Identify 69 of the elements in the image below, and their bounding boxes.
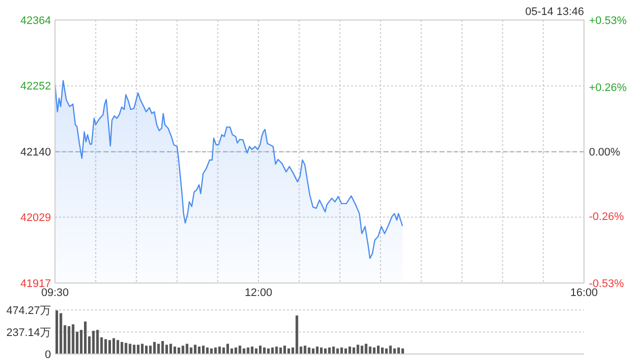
y2-tick-label: -0.53% (589, 278, 624, 290)
bar (304, 346, 306, 354)
bar (60, 313, 62, 354)
y-tick-label: 0 (44, 348, 51, 360)
bar (68, 326, 70, 354)
bar (104, 339, 107, 354)
bar (296, 316, 298, 354)
bar (128, 344, 132, 354)
bar (360, 346, 364, 354)
bar (368, 346, 372, 354)
bar (376, 346, 380, 354)
y2-tick-label: +0.53% (589, 14, 627, 27)
bar (56, 310, 58, 354)
bar (165, 344, 168, 354)
bar (153, 342, 156, 354)
bar (202, 346, 205, 354)
bar (84, 322, 87, 354)
bar (169, 344, 172, 354)
bar (226, 344, 230, 354)
bar (72, 324, 74, 354)
bar (132, 344, 136, 354)
bar (161, 341, 164, 354)
y-tick-label: 41917 (20, 278, 51, 290)
bar (136, 344, 140, 354)
bar (174, 346, 176, 354)
y-tick-label: 474.27万 (6, 304, 51, 317)
bar (194, 344, 196, 354)
bar (214, 348, 217, 354)
bar (316, 346, 319, 354)
bar (92, 330, 95, 354)
bar (124, 342, 128, 354)
y2-tick-label: -0.26% (589, 210, 624, 223)
y-tick-label: 42252 (20, 80, 51, 93)
bar (186, 344, 188, 354)
y-tick-label: 237.14万 (6, 326, 51, 339)
y-tick-label: 42029 (20, 212, 51, 224)
bar (96, 330, 99, 354)
text: 05-14 13:46 (525, 6, 584, 18)
y2-tick-label: +0.26% (589, 82, 627, 94)
bar (356, 344, 360, 354)
bar (275, 346, 278, 354)
bar (238, 346, 242, 354)
bar (145, 346, 148, 354)
bar (182, 346, 184, 354)
bar (140, 344, 144, 354)
y2-tick-label: 0.00% (589, 146, 620, 158)
y-tick-label: 42364 (20, 14, 51, 27)
bar (271, 348, 274, 354)
bar (364, 344, 368, 354)
bar (157, 344, 160, 354)
bar (389, 346, 392, 354)
bar (116, 340, 120, 354)
bar (108, 340, 111, 354)
bar (112, 338, 116, 354)
y-tick-label: 42140 (20, 146, 51, 159)
bar (120, 342, 124, 354)
bar (348, 346, 352, 354)
bar (242, 348, 246, 354)
bar (198, 346, 201, 354)
x-tick-label: 09:30 (41, 287, 69, 299)
bar (149, 346, 152, 354)
bar (250, 346, 254, 354)
bar (393, 348, 396, 354)
x-tick-label: 16:00 (570, 287, 598, 299)
bar (258, 346, 262, 354)
bar (283, 346, 286, 354)
x-tick-label: 12:00 (244, 287, 272, 299)
bar (218, 346, 221, 354)
bar (332, 346, 335, 354)
